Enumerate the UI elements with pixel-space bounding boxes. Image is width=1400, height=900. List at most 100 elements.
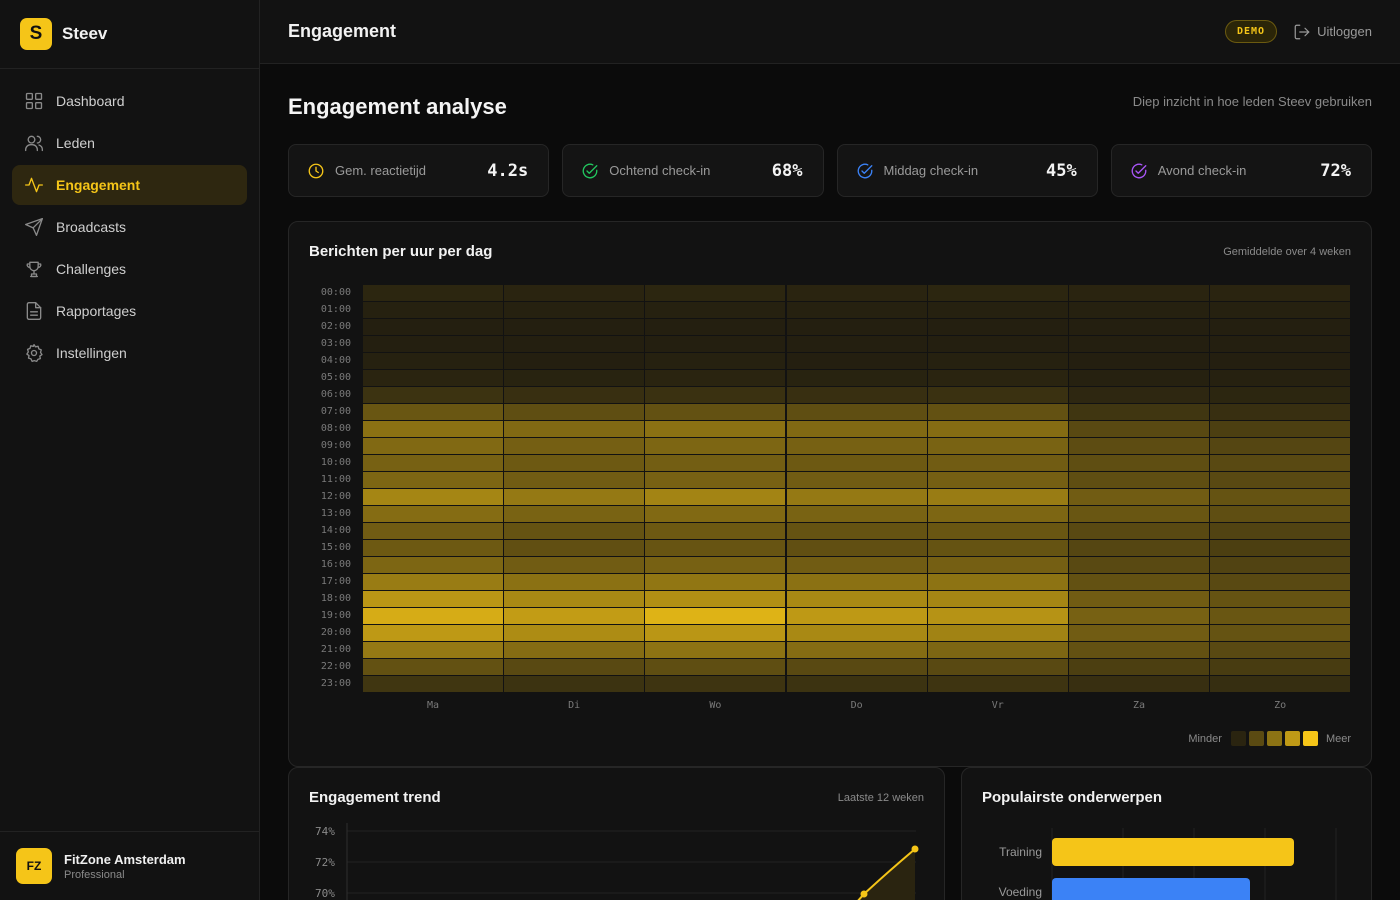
heatmap-cell[interactable] xyxy=(363,455,503,471)
heatmap-cell[interactable] xyxy=(1069,489,1209,505)
heatmap-cell[interactable] xyxy=(927,404,1068,420)
heatmap-cell[interactable] xyxy=(1210,523,1351,539)
heatmap-cell[interactable] xyxy=(645,591,786,607)
heatmap-cell[interactable] xyxy=(363,404,503,420)
heatmap-cell[interactable] xyxy=(786,506,927,522)
heatmap-cell[interactable] xyxy=(504,557,645,573)
heatmap-cell[interactable] xyxy=(504,438,645,454)
sidebar-item-rapportages[interactable]: Rapportages xyxy=(12,291,247,331)
heatmap-cell[interactable] xyxy=(786,421,927,437)
heatmap-cell[interactable] xyxy=(786,659,927,675)
heatmap-cell[interactable] xyxy=(363,506,503,522)
heatmap-cell[interactable] xyxy=(645,506,786,522)
sidebar-item-instellingen[interactable]: Instellingen xyxy=(12,333,247,373)
heatmap-cell[interactable] xyxy=(645,370,786,386)
sidebar-item-dashboard[interactable]: Dashboard xyxy=(12,81,247,121)
heatmap-cell[interactable] xyxy=(1069,285,1209,301)
heatmap-cell[interactable] xyxy=(1069,642,1209,658)
heatmap-cell[interactable] xyxy=(1069,421,1209,437)
heatmap-cell[interactable] xyxy=(927,506,1068,522)
heatmap-cell[interactable] xyxy=(786,285,927,301)
heatmap-cell[interactable] xyxy=(1069,302,1209,318)
heatmap-cell[interactable] xyxy=(645,319,786,335)
sidebar-item-broadcasts[interactable]: Broadcasts xyxy=(12,207,247,247)
heatmap-cell[interactable] xyxy=(1210,489,1351,505)
heatmap-cell[interactable] xyxy=(363,557,503,573)
heatmap-cell[interactable] xyxy=(363,472,503,488)
heatmap-cell[interactable] xyxy=(927,472,1068,488)
trend-point[interactable] xyxy=(911,845,919,853)
heatmap-cell[interactable] xyxy=(1210,574,1351,590)
heatmap-cell[interactable] xyxy=(786,591,927,607)
heatmap-cell[interactable] xyxy=(786,455,927,471)
heatmap-cell[interactable] xyxy=(1210,302,1351,318)
heatmap-cell[interactable] xyxy=(645,574,786,590)
heatmap-cell[interactable] xyxy=(504,591,645,607)
heatmap-cell[interactable] xyxy=(1210,285,1351,301)
org-switcher[interactable]: FZ FitZone Amsterdam Professional xyxy=(0,831,259,900)
heatmap-cell[interactable] xyxy=(1210,659,1351,675)
heatmap-cell[interactable] xyxy=(927,574,1068,590)
topic-bar[interactable] xyxy=(1052,838,1294,866)
heatmap-cell[interactable] xyxy=(786,676,927,692)
heatmap-cell[interactable] xyxy=(363,540,503,556)
heatmap-cell[interactable] xyxy=(1069,557,1209,573)
heatmap-cell[interactable] xyxy=(927,591,1068,607)
heatmap-cell[interactable] xyxy=(645,489,786,505)
heatmap-cell[interactable] xyxy=(504,659,645,675)
heatmap-cell[interactable] xyxy=(504,676,645,692)
heatmap-cell[interactable] xyxy=(927,336,1068,352)
heatmap-cell[interactable] xyxy=(1210,676,1351,692)
heatmap-cell[interactable] xyxy=(363,319,503,335)
heatmap-cell[interactable] xyxy=(645,540,786,556)
heatmap-cell[interactable] xyxy=(1210,421,1351,437)
heatmap-cell[interactable] xyxy=(786,608,927,624)
heatmap-cell[interactable] xyxy=(363,591,503,607)
heatmap-cell[interactable] xyxy=(363,489,503,505)
heatmap-cell[interactable] xyxy=(786,574,927,590)
heatmap-cell[interactable] xyxy=(504,574,645,590)
heatmap-cell[interactable] xyxy=(504,489,645,505)
heatmap-cell[interactable] xyxy=(786,336,927,352)
heatmap-cell[interactable] xyxy=(927,319,1068,335)
heatmap-cell[interactable] xyxy=(1069,370,1209,386)
heatmap-cell[interactable] xyxy=(927,302,1068,318)
heatmap-cell[interactable] xyxy=(927,659,1068,675)
topic-bar[interactable] xyxy=(1052,878,1251,900)
heatmap-cell[interactable] xyxy=(645,659,786,675)
heatmap-cell[interactable] xyxy=(363,659,503,675)
heatmap-cell[interactable] xyxy=(363,676,503,692)
heatmap-cell[interactable] xyxy=(1210,336,1351,352)
heatmap-cell[interactable] xyxy=(1210,608,1351,624)
heatmap-cell[interactable] xyxy=(363,574,503,590)
heatmap-cell[interactable] xyxy=(1210,540,1351,556)
heatmap-cell[interactable] xyxy=(504,387,645,403)
heatmap-cell[interactable] xyxy=(504,421,645,437)
heatmap-cell[interactable] xyxy=(504,336,645,352)
heatmap-cell[interactable] xyxy=(1069,438,1209,454)
heatmap-cell[interactable] xyxy=(1210,591,1351,607)
heatmap-cell[interactable] xyxy=(927,370,1068,386)
heatmap-cell[interactable] xyxy=(363,302,503,318)
heatmap-cell[interactable] xyxy=(504,472,645,488)
heatmap-cell[interactable] xyxy=(1069,319,1209,335)
heatmap-cell[interactable] xyxy=(786,472,927,488)
heatmap-cell[interactable] xyxy=(363,438,503,454)
heatmap-cell[interactable] xyxy=(363,642,503,658)
heatmap-cell[interactable] xyxy=(1069,404,1209,420)
heatmap-cell[interactable] xyxy=(1069,540,1209,556)
heatmap-cell[interactable] xyxy=(927,625,1068,641)
heatmap-cell[interactable] xyxy=(1210,557,1351,573)
heatmap-cell[interactable] xyxy=(927,421,1068,437)
heatmap-cell[interactable] xyxy=(927,540,1068,556)
heatmap-cell[interactable] xyxy=(786,642,927,658)
heatmap-cell[interactable] xyxy=(1210,438,1351,454)
heatmap-cell[interactable] xyxy=(363,336,503,352)
brand[interactable]: S Steev xyxy=(0,0,259,69)
heatmap-cell[interactable] xyxy=(1069,506,1209,522)
heatmap-cell[interactable] xyxy=(1210,625,1351,641)
heatmap-cell[interactable] xyxy=(504,455,645,471)
heatmap-cell[interactable] xyxy=(1210,404,1351,420)
heatmap-cell[interactable] xyxy=(786,353,927,369)
heatmap-cell[interactable] xyxy=(1069,591,1209,607)
